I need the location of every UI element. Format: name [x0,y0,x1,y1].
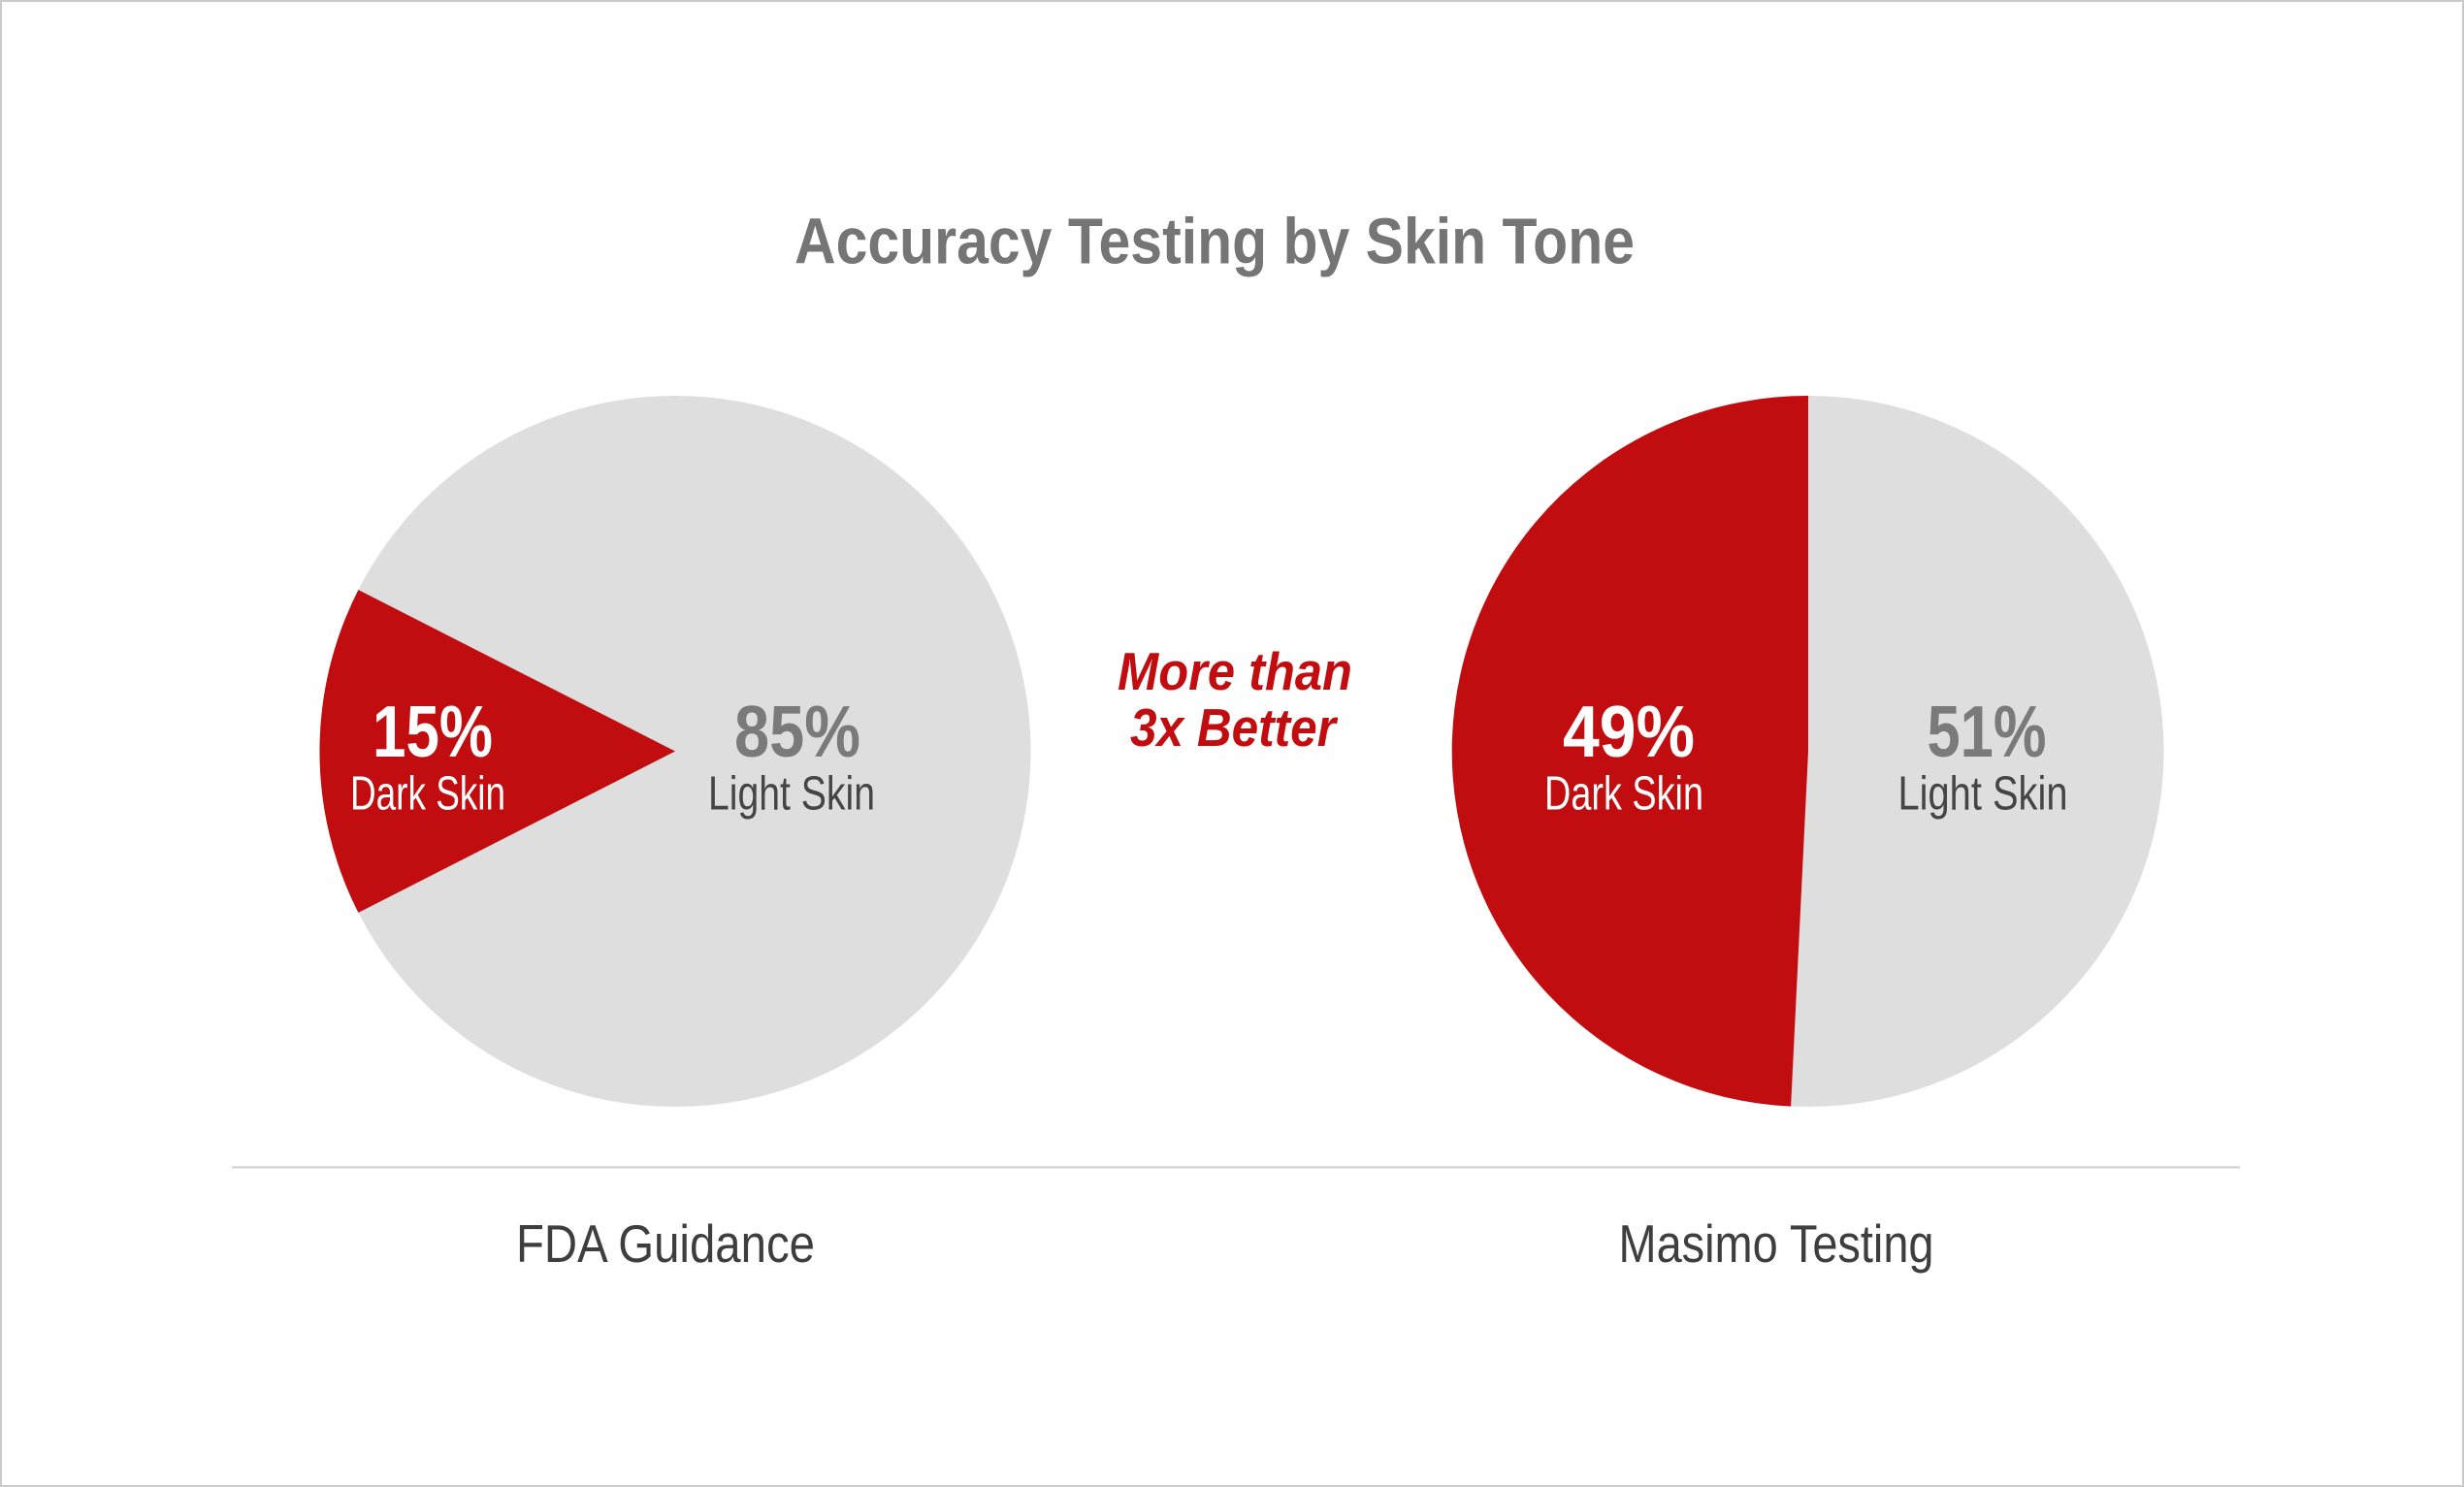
svg-text:FDA Guidance: FDA Guidance [516,1213,815,1274]
svg-text:49%: 49% [1563,691,1695,772]
svg-text:15%: 15% [373,691,493,772]
svg-text:3x Better: 3x Better [1130,697,1338,758]
svg-text:Light Skin: Light Skin [708,768,875,821]
svg-text:85%: 85% [734,691,860,772]
svg-text:Dark Skin: Dark Skin [350,768,505,821]
svg-text:51%: 51% [1928,691,2047,772]
svg-text:Dark Skin: Dark Skin [1544,768,1703,821]
svg-text:Masimo Testing: Masimo Testing [1619,1213,1934,1274]
svg-text:More than: More than [1118,641,1352,701]
svg-text:Light Skin: Light Skin [1898,768,2068,821]
svg-text:Accuracy Testing by Skin Tone: Accuracy Testing by Skin Tone [794,206,1635,278]
